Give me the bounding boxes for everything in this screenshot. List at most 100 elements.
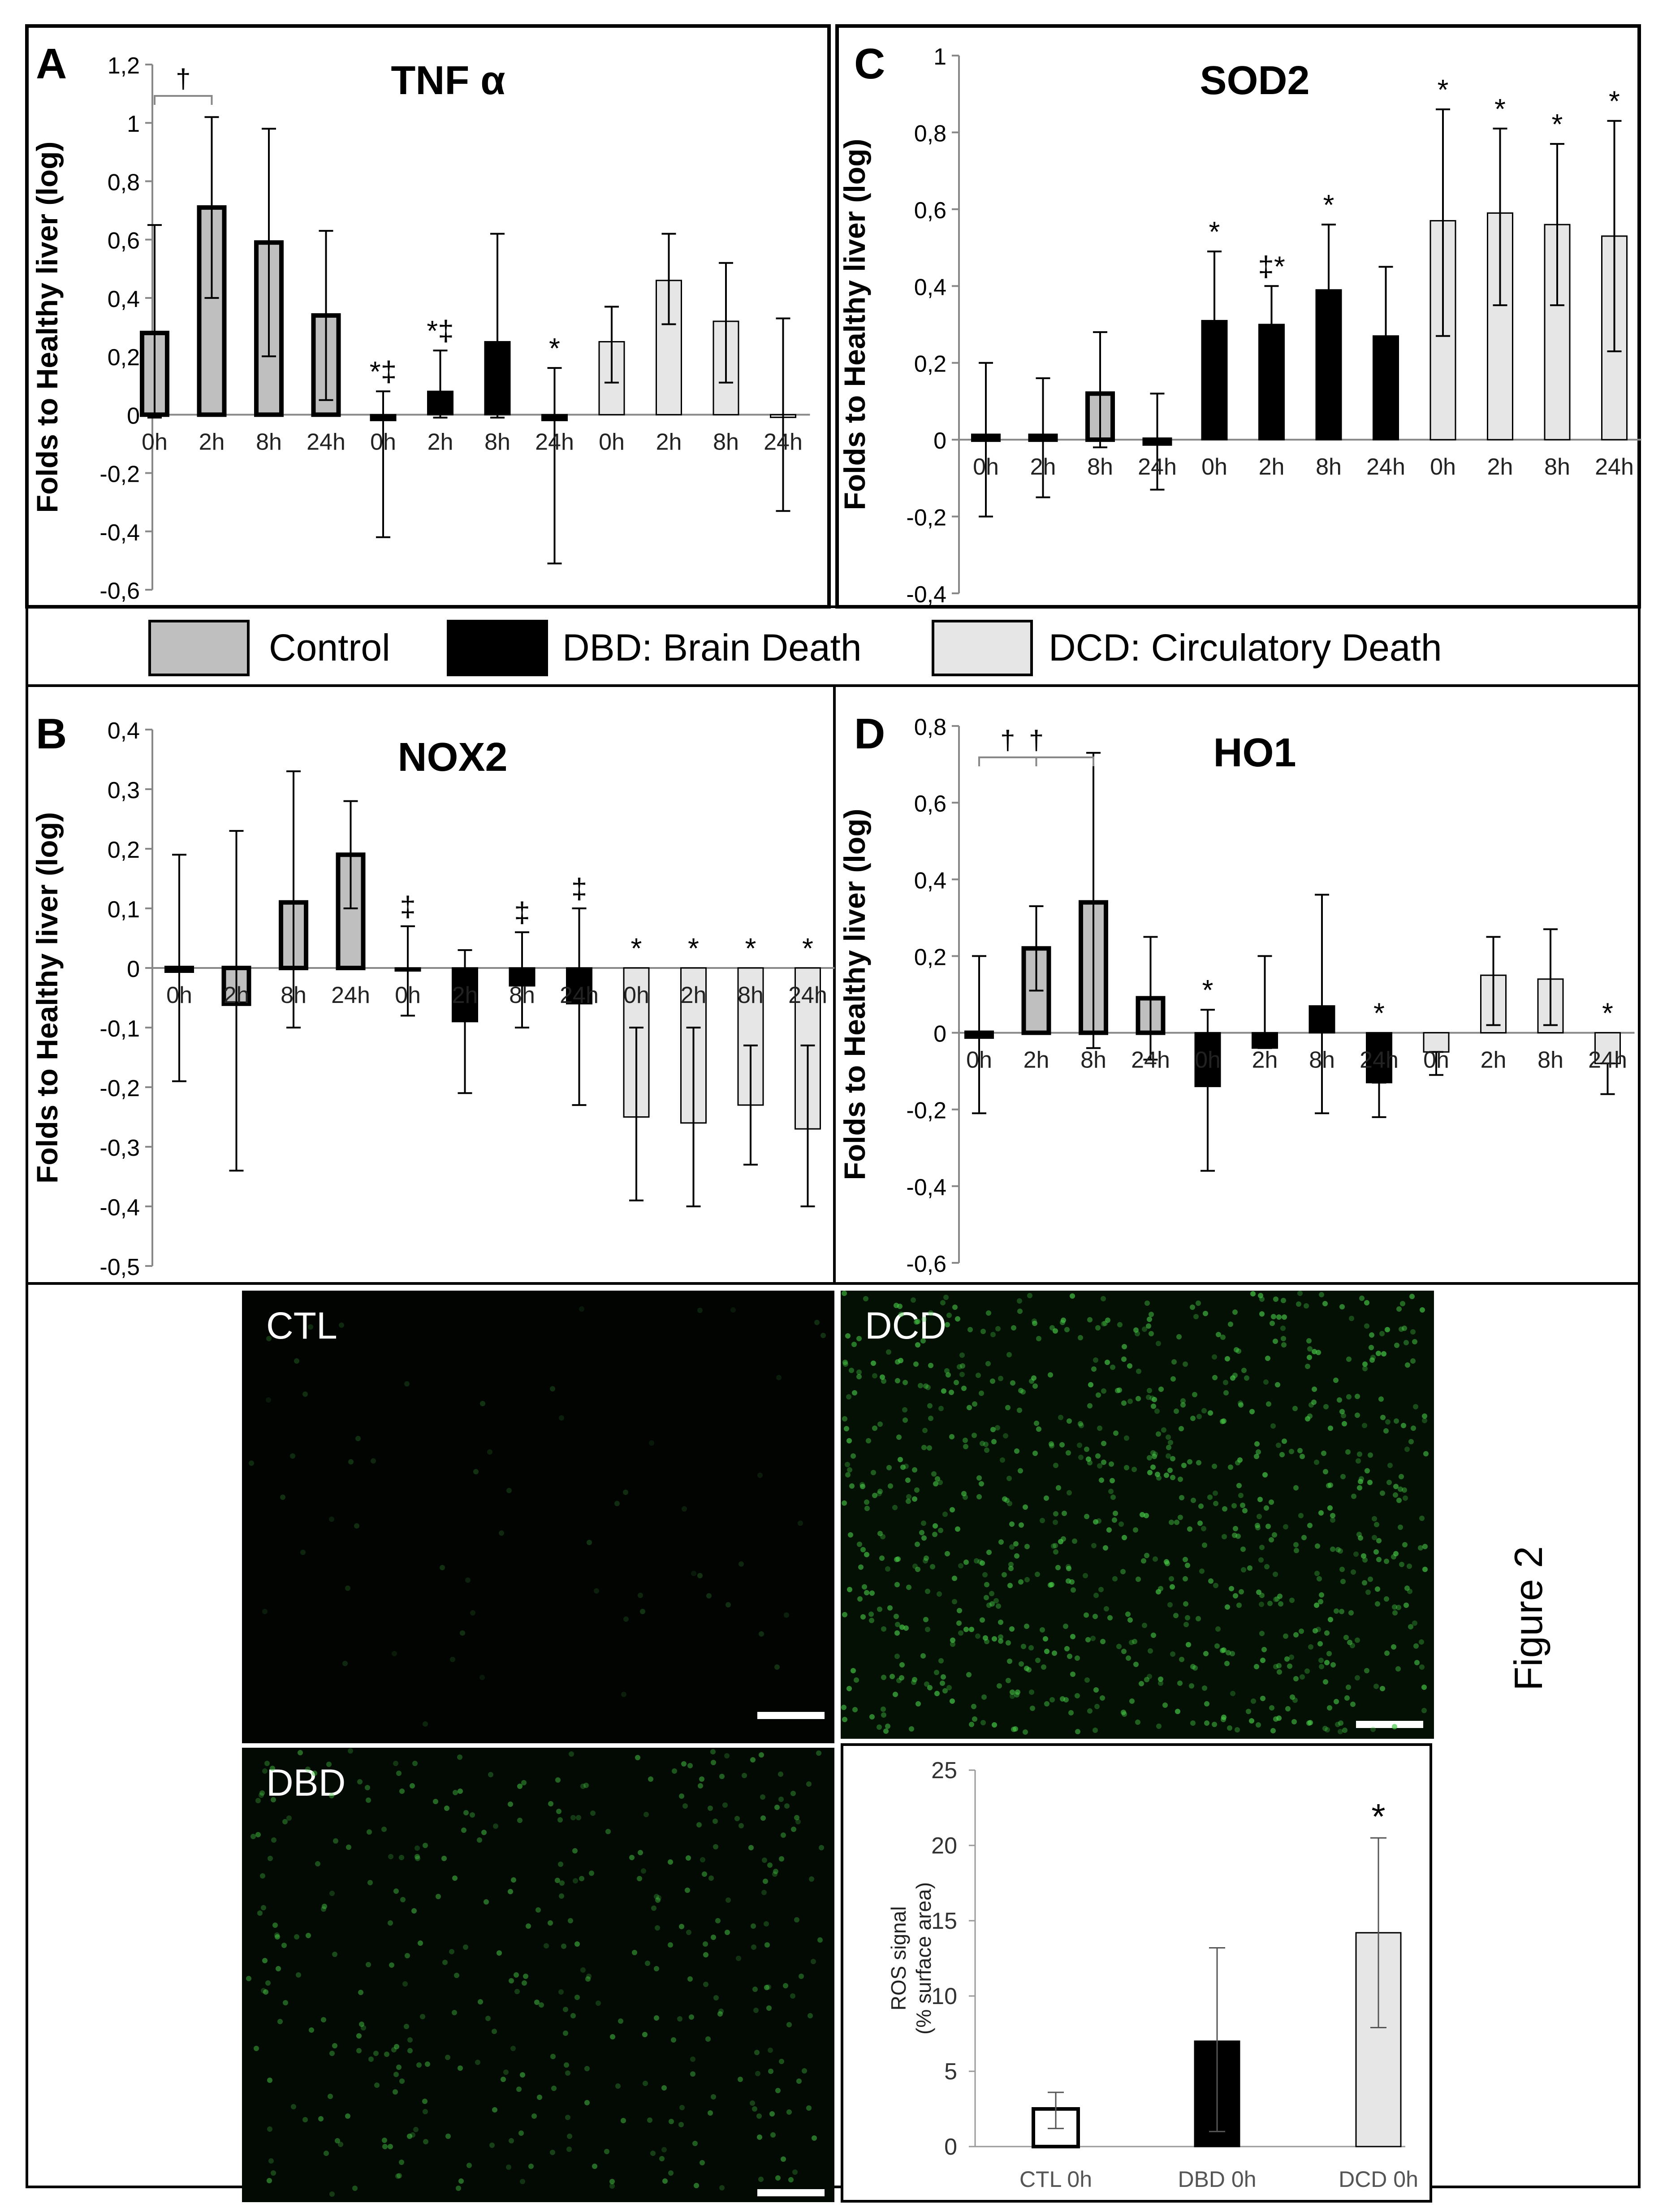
fluorescent-cell [703,1982,708,1987]
fluorescent-cell [1170,1475,1175,1480]
fluorescent-cell [932,1532,937,1537]
fluorescent-cell [717,2011,723,2017]
fluorescent-cell [276,1966,281,1971]
fluorescent-cell [1075,1693,1080,1698]
fluorescent-cell [267,2126,272,2132]
fluorescent-cell [411,1908,417,1914]
fluorescent-cell [783,1983,788,1988]
fluorescent-cell [1018,1388,1024,1393]
fluorescent-cell [609,2179,615,2184]
fluorescent-cell [1180,1402,1186,1408]
fluorescent-cell [522,1980,527,1986]
fluorescent-cell [1384,1650,1390,1656]
fluorescent-cell [946,1313,952,1318]
fluorescent-cell [1408,1439,1414,1444]
fluorescent-cell [596,2000,601,2006]
fluorescent-cell [506,1488,512,1493]
fluorescent-cell [458,1789,463,1794]
y-tick-label: 20 [931,1833,957,1859]
y-tick-label: 0,6 [914,198,946,224]
fluorescent-cell [1146,1323,1151,1329]
fluorescent-cell [1061,1318,1066,1323]
fluorescent-cell [963,1560,969,1565]
y-tick-label: 0,3 [108,778,140,804]
fluorescent-cell [920,1653,926,1659]
x-tick-label: 24h [1131,1047,1170,1073]
fluorescent-cell [1212,1722,1217,1727]
bracket-symbol: † [1029,725,1044,755]
fluorescent-cell [568,1918,573,1923]
fluorescent-cell [738,1561,744,1567]
fluorescent-cell [894,1303,899,1308]
x-tick-label: 8h [1316,454,1342,480]
fluorescent-cell [629,1855,635,1860]
fluorescent-cell [1053,1549,1058,1555]
fluorescent-cell [1273,1572,1278,1577]
fluorescent-cell [1083,1573,1088,1578]
x-tick-label: CTL 0h [1019,2167,1092,2192]
fluorescent-cell [393,1761,398,1766]
fluorescent-cell [750,2100,755,2106]
fluorescent-cell [708,1806,713,1811]
fluorescent-cell [1355,1675,1360,1681]
y-tick-label: 0 [933,1021,946,1047]
fluorescent-cell [852,1707,858,1712]
fluorescent-cell [1235,1727,1240,1732]
fluorescent-cell [425,2061,430,2067]
fluorescent-cell [998,1376,1003,1381]
fluorescent-cell [551,2086,557,2091]
fluorescent-cell [872,1493,877,1498]
fluorescent-cell [842,1416,847,1421]
fluorescent-cell [407,2037,413,2043]
fluorescent-cell [1035,1572,1040,1577]
fluorescent-cell [1100,1695,1105,1701]
fluorescent-cell [682,1803,688,1809]
fluorescent-cell [423,1721,428,1727]
fluorescent-cell [755,2071,760,2076]
fluorescent-cell [335,2138,340,2143]
fluorescent-cell [1379,1331,1385,1336]
fluorescent-cell [786,2109,792,2115]
fluorescent-cell [842,1717,847,1722]
fluorescent-cell [1003,1433,1008,1439]
fluorescent-cell [1305,1364,1310,1369]
comparison-bracket [978,756,1037,766]
chart-title: SOD2 [1200,58,1309,103]
fluorescent-cell [993,1598,999,1603]
y-tick-label: 0,2 [914,944,946,970]
fluorescent-cell [1204,1720,1209,1726]
fluorescent-cell [920,1338,926,1344]
fluorescent-cell [1422,1567,1428,1572]
fluorescent-cell [302,1391,308,1397]
fluorescent-cell [1349,1316,1354,1321]
y-tick-label: -0,4 [99,1195,140,1221]
fluorescent-cell [751,1923,756,1929]
fluorescent-cell [1347,1640,1352,1645]
y-tick-label: 10 [931,1983,957,2009]
fluorescent-cell [691,1571,696,1576]
fluorescent-cell [433,1799,438,1804]
fluorescent-cell [938,1528,943,1533]
fluorescent-cell [1121,1710,1126,1715]
fluorescent-cell [1112,1517,1117,1523]
fluorescent-cell [511,1877,516,1883]
fluorescent-cell [758,2177,764,2182]
fluorescent-cell [1189,1683,1194,1689]
fluorescent-cell [1144,1677,1149,1682]
fluorescent-cell [1270,1728,1276,1733]
fluorescent-cell [329,1891,335,1896]
fluorescent-cell [1171,1359,1177,1365]
fluorescent-cell [766,1984,771,1990]
fluorescent-cell [1293,1632,1299,1637]
fluorescent-cell [1232,1533,1237,1538]
fluorescent-cell [980,1720,986,1725]
fluorescent-cell [423,2109,428,2114]
fluorescent-cell [1197,1521,1203,1526]
x-tick-label: 2h [224,982,250,1008]
fluorescent-cell [1152,1397,1157,1402]
fluorescent-cell [405,1953,410,1958]
fluorescent-cell [1381,1351,1386,1357]
fluorescent-cell [420,2014,425,2019]
fluorescent-cell [399,2160,404,2165]
fluorescent-cell [1249,1409,1255,1414]
